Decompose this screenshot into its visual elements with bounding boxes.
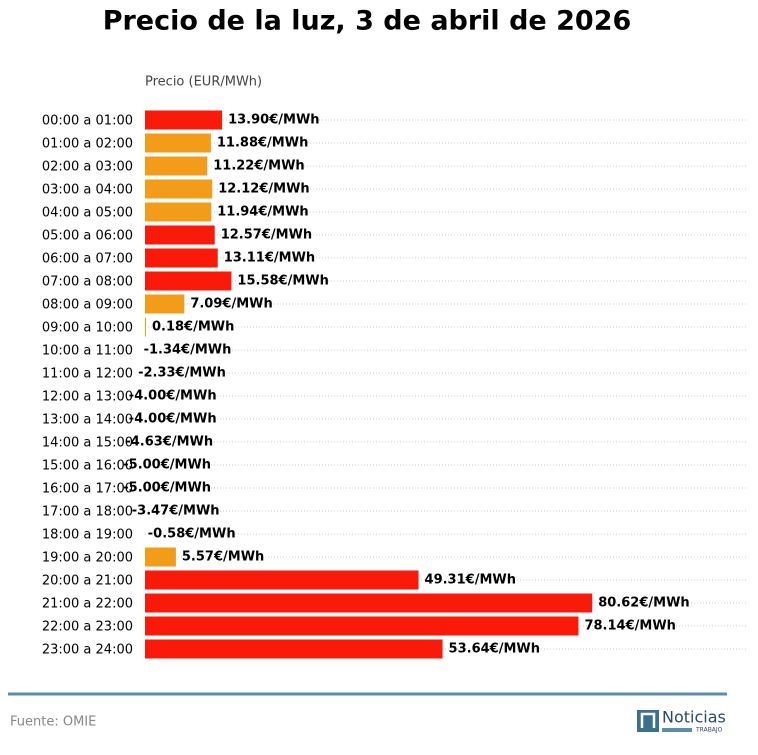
y-tick-label: 18:00 a 19:00 <box>42 528 133 543</box>
y-tick-label: 06:00 a 07:00 <box>42 252 133 267</box>
bar <box>145 202 212 222</box>
data-label: -5.00€/MWh <box>123 481 211 496</box>
data-label: 12.12€/MWh <box>218 182 309 197</box>
bar <box>145 570 419 590</box>
logo-glyph <box>640 712 656 728</box>
plot: 00:00 a 01:00 13.90€/MWh 01:00 a 02:00 11.8… <box>42 110 748 659</box>
data-label: 11.22€/MWh <box>213 159 304 174</box>
bar <box>145 317 146 337</box>
y-tick-label: 19:00 a 20:00 <box>42 551 133 566</box>
y-tick-label: 20:00 a 21:00 <box>42 574 133 589</box>
axis-label: Precio (EUR/MWh) <box>145 75 262 90</box>
data-label: -2.33€/MWh <box>138 366 226 381</box>
y-tick-label: 03:00 a 04:00 <box>42 183 133 198</box>
bar <box>145 248 218 268</box>
data-label: -5.00€/MWh <box>123 458 211 473</box>
data-label: -4.00€/MWh <box>129 389 217 404</box>
data-label: 15.58€/MWh <box>237 274 328 289</box>
bar <box>145 271 232 291</box>
y-tick-label: 04:00 a 05:00 <box>42 206 133 221</box>
y-tick-label: 23:00 a 24:00 <box>42 643 133 658</box>
chart-title: Precio de la luz, 3 de abril de 2026 <box>103 6 632 37</box>
data-label: 13.11€/MWh <box>224 251 315 266</box>
data-label: 53.64€/MWh <box>449 642 540 657</box>
data-label: -4.63€/MWh <box>125 435 213 450</box>
bar <box>145 593 593 613</box>
data-label: 13.90€/MWh <box>228 113 319 128</box>
data-label: 80.62€/MWh <box>598 596 689 611</box>
bar <box>145 156 208 176</box>
y-tick-label: 02:00 a 03:00 <box>42 160 133 175</box>
y-tick-label: 12:00 a 13:00 <box>42 390 133 405</box>
data-label: -3.47€/MWh <box>132 504 220 519</box>
y-tick-label: 16:00 a 17:00 <box>42 482 133 497</box>
bar <box>142 525 145 544</box>
y-tick-label: 14:00 a 15:00 <box>42 436 133 451</box>
y-tick-label: 05:00 a 06:00 <box>42 229 133 244</box>
bar <box>145 225 215 245</box>
y-tick-label: 00:00 a 01:00 <box>42 114 133 129</box>
y-tick-label: 21:00 a 22:00 <box>42 597 133 612</box>
y-tick-label: 13:00 a 14:00 <box>42 413 133 428</box>
y-tick-label: 15:00 a 16:00 <box>42 459 133 474</box>
bar <box>145 547 176 567</box>
data-label: 49.31€/MWh <box>425 573 516 588</box>
y-tick-label: 07:00 a 08:00 <box>42 275 133 290</box>
logo: Noticias TRABAJO <box>637 708 726 734</box>
bar <box>145 110 223 130</box>
bar <box>145 133 211 153</box>
data-label: -1.34€/MWh <box>144 343 232 358</box>
y-tick-label: 01:00 a 02:00 <box>42 137 133 152</box>
logo-text: Noticias <box>662 708 726 727</box>
data-label: 12.57€/MWh <box>221 228 312 243</box>
y-tick-label: 08:00 a 09:00 <box>42 298 133 313</box>
data-label: 78.14€/MWh <box>584 619 675 634</box>
y-tick-label: 11:00 a 12:00 <box>42 367 133 382</box>
data-label: -4.00€/MWh <box>129 412 217 427</box>
y-tick-label: 17:00 a 18:00 <box>42 505 133 520</box>
source: Fuente: OMIE <box>10 715 96 730</box>
bar <box>145 294 185 314</box>
bar <box>145 639 443 659</box>
data-label: 11.94€/MWh <box>217 205 308 220</box>
logo-subtext: TRABAJO <box>695 727 723 734</box>
bar <box>145 616 579 636</box>
logo-bar <box>662 728 692 732</box>
data-label: -0.58€/MWh <box>148 527 236 542</box>
bar <box>145 179 213 199</box>
y-tick-label: 22:00 a 23:00 <box>42 620 133 635</box>
y-tick-label: 09:00 a 10:00 <box>42 321 133 336</box>
y-tick-label: 10:00 a 11:00 <box>42 344 133 359</box>
data-label: 7.09€/MWh <box>190 297 272 312</box>
data-label: 11.88€/MWh <box>217 136 308 151</box>
data-label: 5.57€/MWh <box>182 550 264 565</box>
data-label: 0.18€/MWh <box>152 320 234 335</box>
